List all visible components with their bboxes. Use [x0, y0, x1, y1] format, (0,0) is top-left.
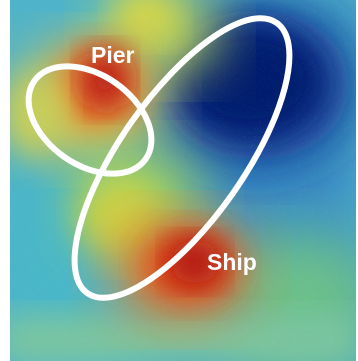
ship-outline	[71, 15, 293, 301]
ship-label: Ship	[207, 249, 257, 275]
pier-label: Pier	[91, 42, 135, 68]
pier-outline	[25, 63, 155, 177]
